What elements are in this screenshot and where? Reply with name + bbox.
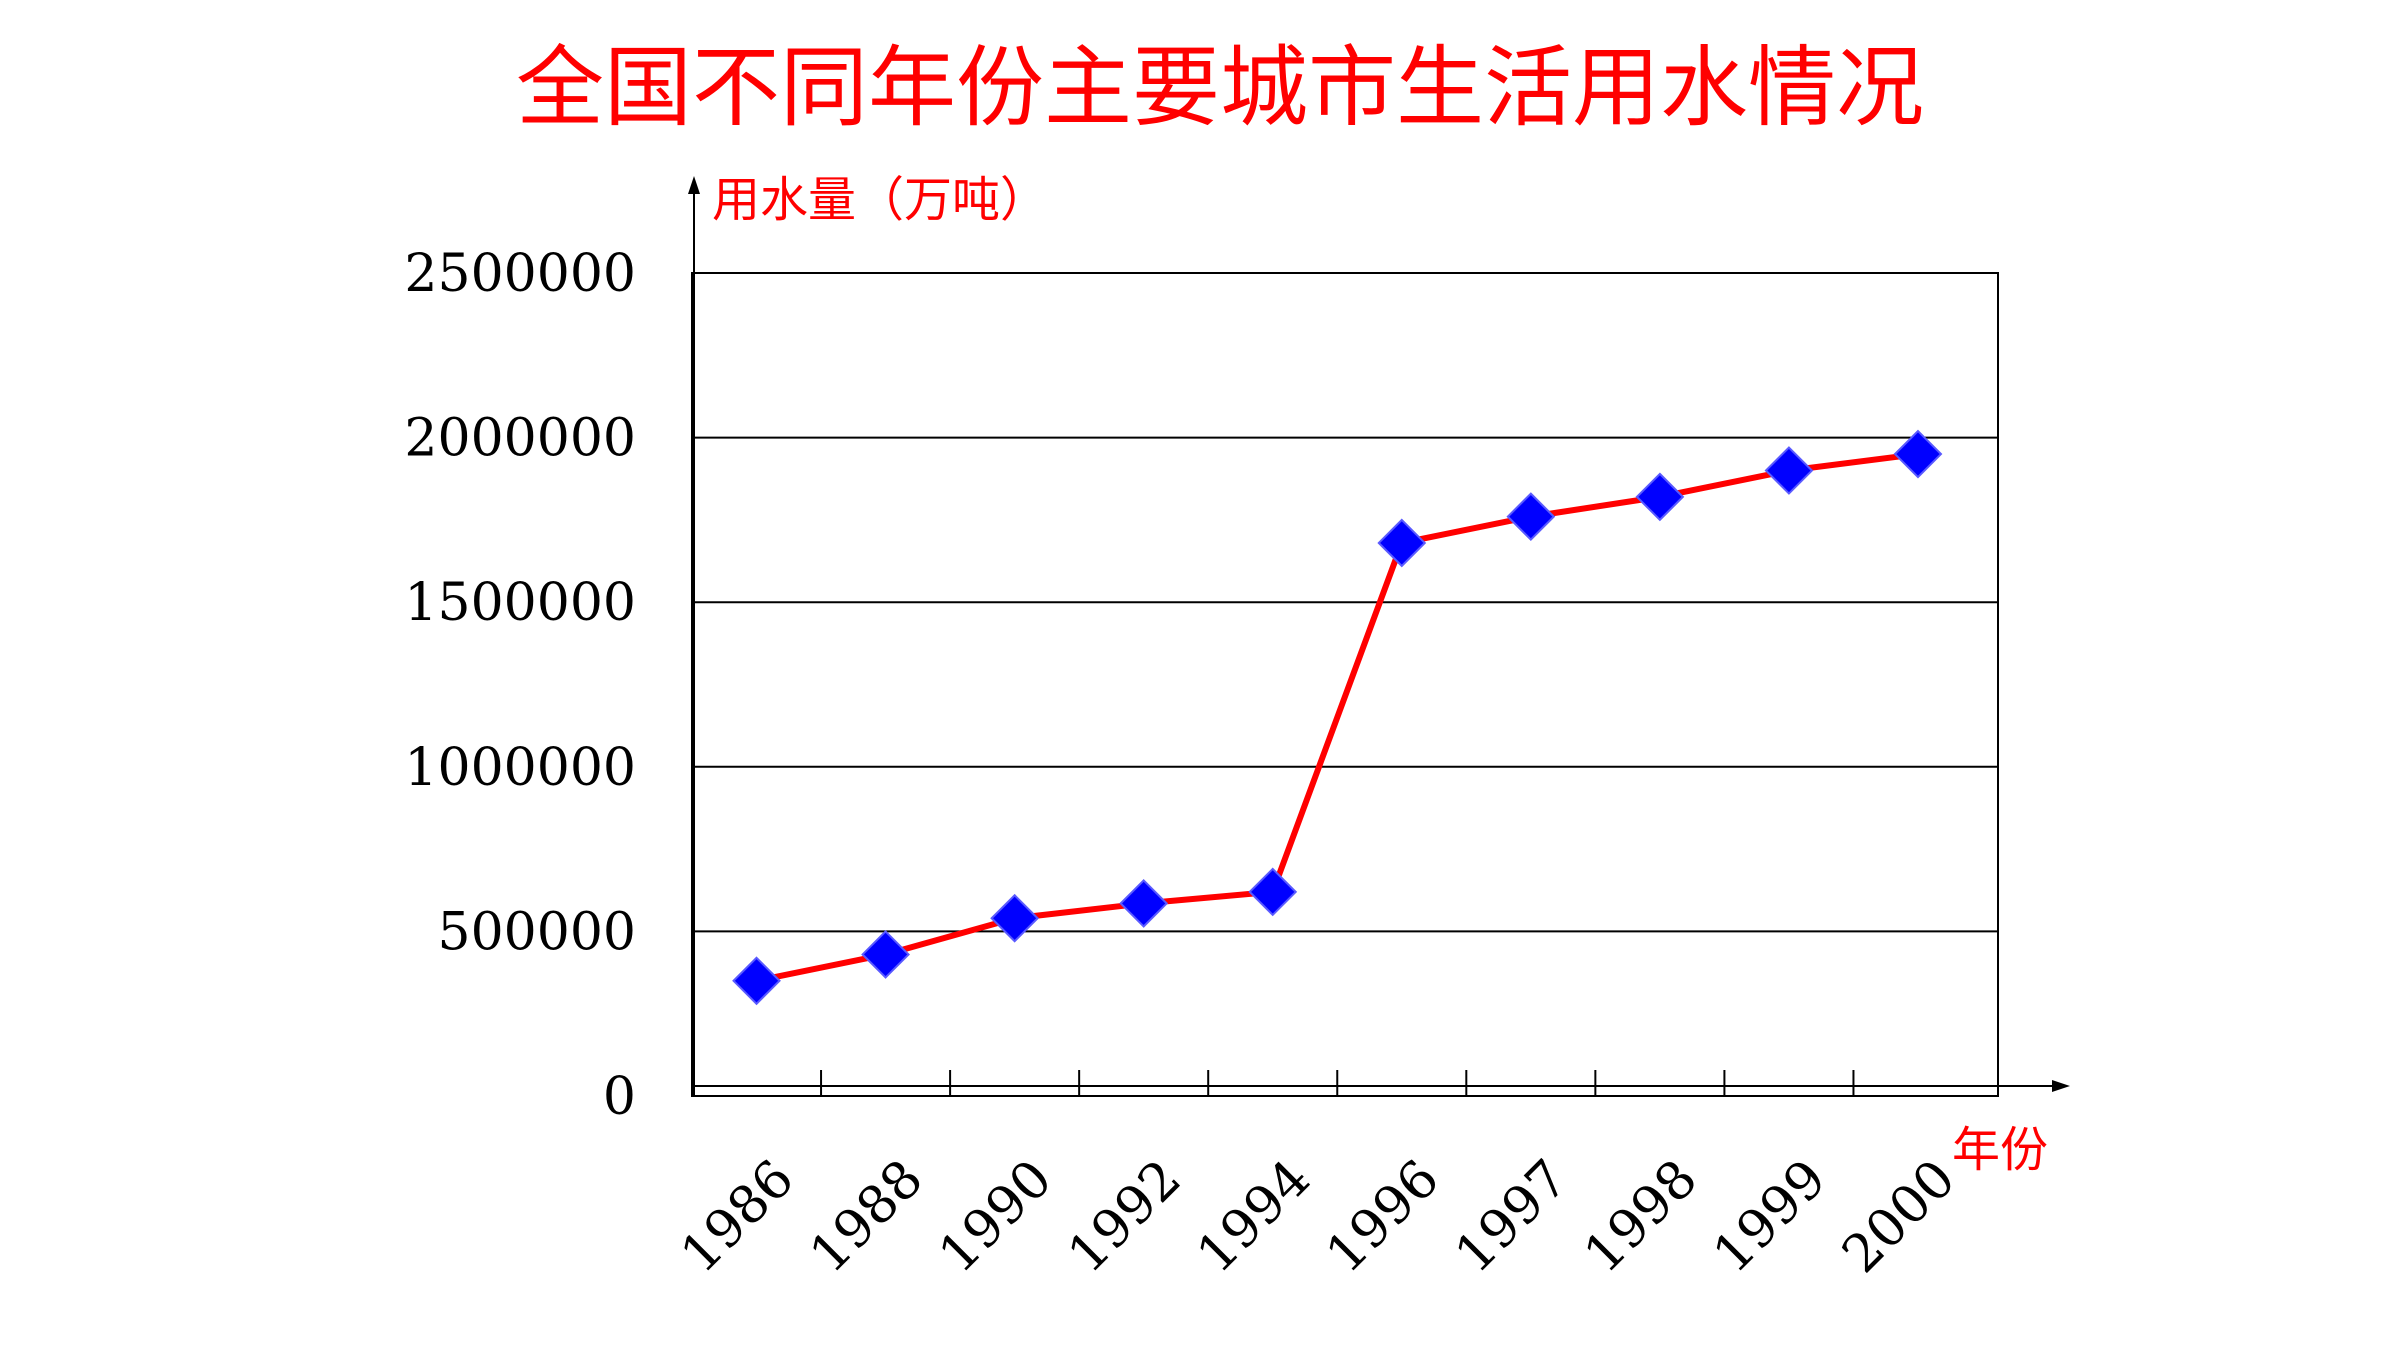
data-markers — [732, 429, 1943, 1006]
series-line-0 — [753, 451, 1921, 984]
data-point-1988 — [861, 930, 910, 979]
y-axis-label: 用水量（万吨） — [712, 172, 1048, 228]
data-point-1986 — [732, 956, 781, 1006]
chart-title: 全国不同年份主要城市生活用水情况 — [516, 36, 1924, 139]
y-tick-label-5: 2500000 — [404, 244, 636, 304]
x-axis-label: 年份 — [1952, 1122, 2048, 1178]
x-tick-label-1990: 1990 — [928, 1149, 1064, 1285]
data-point-1998 — [1635, 472, 1685, 522]
data-point-1999 — [1764, 446, 1814, 495]
x-tick-label-1992: 1992 — [1057, 1149, 1193, 1285]
x-tick-label-1996: 1996 — [1315, 1149, 1451, 1285]
data-point-1996 — [1377, 518, 1427, 568]
data-point-1990 — [990, 893, 1040, 943]
y-tick-label-4: 2000000 — [404, 409, 636, 469]
data-point-1997 — [1506, 492, 1556, 542]
data-point-1992 — [1119, 879, 1169, 928]
x-tick-label-2000: 2000 — [1831, 1149, 1967, 1285]
y-tick-label-1: 500000 — [437, 902, 636, 962]
data-point-2000 — [1893, 429, 1943, 479]
data-series — [753, 451, 1921, 984]
y-tick-label-0: 0 — [603, 1067, 636, 1127]
data-point-1994 — [1248, 867, 1298, 917]
x-tick-label-1999: 1999 — [1702, 1149, 1838, 1285]
axes — [688, 176, 2070, 1096]
plot-border — [691, 272, 1999, 1097]
y-axis-arrowhead — [688, 176, 700, 194]
x-tick-label-1988: 1988 — [799, 1149, 935, 1285]
y-tick-label-3: 1500000 — [404, 573, 636, 633]
x-tick-label-1994: 1994 — [1186, 1149, 1322, 1285]
x-axis-arrowhead — [2052, 1080, 2070, 1092]
x-tick-label-1997: 1997 — [1444, 1149, 1580, 1285]
plot-frame — [691, 272, 1999, 1097]
y-tick-label-2: 1000000 — [404, 738, 636, 798]
gridlines — [692, 272, 1998, 933]
y-tick-labels: 0 500000 1000000 1500000 2000000 2500000 — [404, 244, 636, 1127]
x-tick-label-1986: 1986 — [670, 1149, 806, 1285]
x-tick-label-1998: 1998 — [1573, 1149, 1709, 1285]
